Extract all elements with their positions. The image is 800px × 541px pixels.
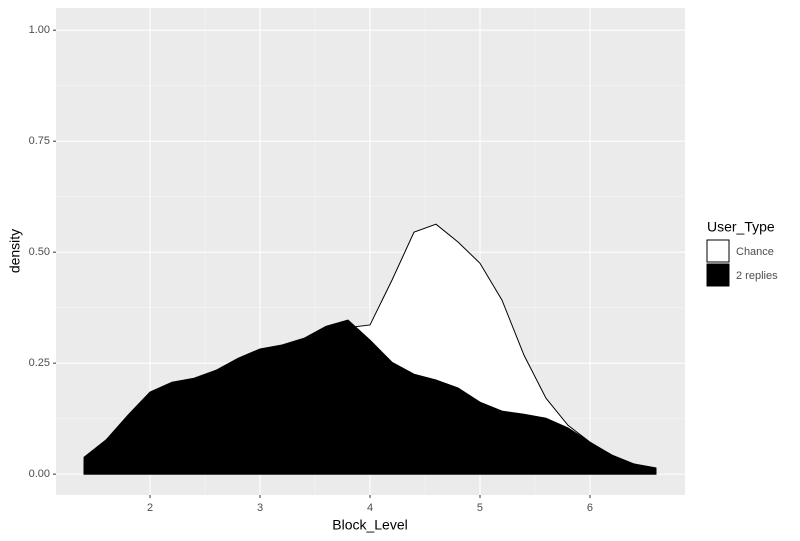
y-tick-label: 1.00 bbox=[29, 24, 50, 36]
density-area bbox=[83, 319, 657, 475]
legend-title: User_Type bbox=[707, 219, 775, 235]
legend-label: 2 replies bbox=[736, 270, 778, 282]
x-tick-label: 2 bbox=[147, 502, 153, 514]
x-tick-label: 4 bbox=[367, 502, 373, 514]
legend-key bbox=[706, 263, 730, 287]
x-tick-label: 5 bbox=[477, 502, 483, 514]
y-tick-label: 0.25 bbox=[29, 357, 50, 369]
legend-label: Chance bbox=[736, 246, 774, 258]
x-axis-title: Block_Level bbox=[332, 517, 408, 533]
legend-key bbox=[706, 239, 730, 263]
y-axis-title: density bbox=[7, 229, 23, 273]
y-tick-label: 0.50 bbox=[29, 246, 50, 258]
y-tick-label: 0.00 bbox=[29, 468, 50, 480]
x-tick-label: 6 bbox=[587, 502, 593, 514]
x-tick-label: 3 bbox=[257, 502, 263, 514]
y-tick-label: 0.75 bbox=[29, 135, 50, 147]
